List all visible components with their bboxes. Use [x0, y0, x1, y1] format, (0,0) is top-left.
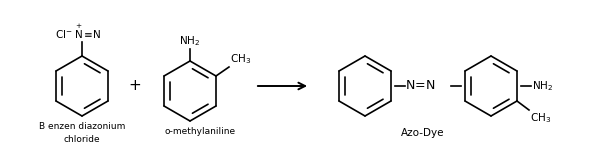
Text: +: + [129, 79, 142, 93]
Text: chloride: chloride [64, 135, 100, 144]
Text: N$\!=\!$N: N$\!=\!$N [405, 80, 436, 92]
Text: B enzen diazonium: B enzen diazonium [39, 122, 125, 131]
Text: CH$_3$: CH$_3$ [230, 52, 251, 66]
Text: NH$_2$: NH$_2$ [180, 34, 201, 48]
Text: CH$_3$: CH$_3$ [530, 111, 551, 125]
Text: Cl$^{-}$ $\overset{+}{\mathrm{N}}$$\!\equiv\!$N: Cl$^{-}$ $\overset{+}{\mathrm{N}}$$\!\eq… [55, 22, 101, 41]
Text: o-methylaniline: o-methylaniline [165, 127, 235, 136]
Text: NH$_2$: NH$_2$ [532, 79, 553, 93]
Text: Azo-Dye: Azo-Dye [401, 128, 445, 138]
